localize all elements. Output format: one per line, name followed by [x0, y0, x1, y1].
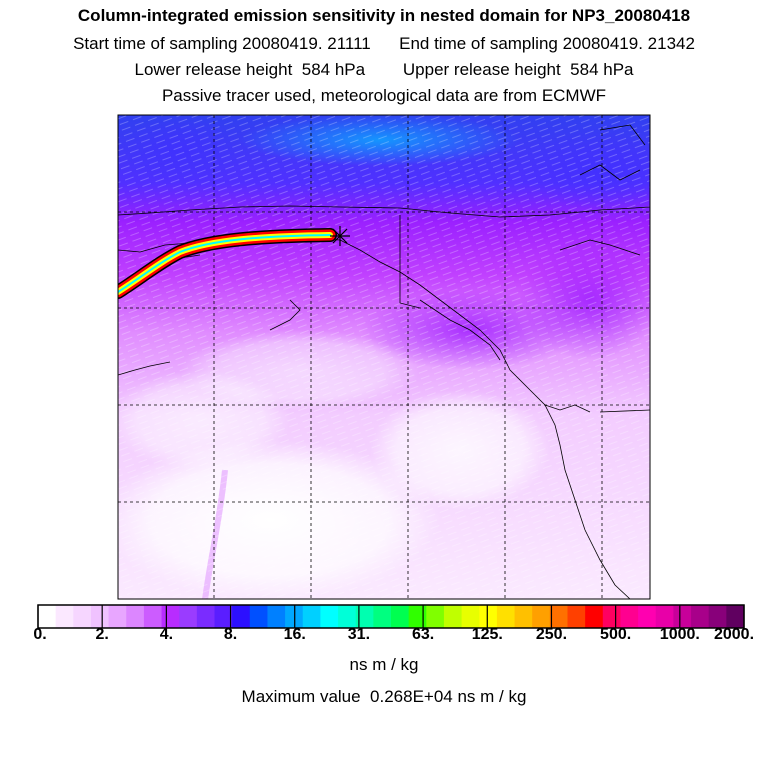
colorbar-tick-labels: 0. 2. 4. 8. 16. 31. 63. 125. 250. 500. 1000. 2000. [0, 626, 768, 648]
colorbar-cell [691, 605, 710, 628]
colorbar-cell [179, 605, 198, 628]
colorbar-cell [496, 605, 516, 628]
maximum-value-label: Maximum value 0.268E+04 ns m / kg [241, 687, 527, 706]
colorbar-unit: ns m / kg [349, 655, 419, 674]
colorbar-cell [673, 605, 692, 628]
colorbar-cell [408, 605, 427, 628]
end-time-label: End time of sampling 20080419. 21342 [399, 34, 695, 53]
colorbar-tick-label: 1000. [659, 626, 700, 643]
colorbar-cell [90, 605, 110, 628]
colorbar-cell [302, 605, 321, 628]
colorbar-cell [355, 605, 374, 628]
colorbar-tick-label: 2. [95, 626, 109, 643]
colorbar-cell [602, 605, 621, 628]
colorbar-tick-label: 16. [283, 626, 306, 643]
start-time-label: Start time of sampling 20080419. 21111 [73, 34, 371, 53]
plot-title: Column-integrated emission sensitivity i… [77, 6, 691, 25]
colorbar-cell [638, 605, 657, 628]
colorbar-cell [73, 605, 92, 628]
colorbar-tick-label: 500. [600, 626, 632, 643]
colorbar-tick-label: 2000. [713, 626, 755, 643]
colorbar-tick-label: 8. [223, 626, 238, 643]
colorbar-cell [655, 605, 674, 628]
colorbar-tick-label: 125. [471, 626, 503, 643]
colorbar-cell [196, 605, 215, 628]
high-sensitivity-plume [118, 228, 337, 299]
colorbar-cell [338, 605, 357, 628]
sampling-time-line: Start time of sampling 20080419. 21111 E… [0, 34, 768, 54]
colorbar-cell [567, 605, 586, 628]
colorbar-cell [143, 605, 163, 628]
colorbar-cell [514, 605, 533, 628]
colorbar-cell [532, 605, 551, 628]
colorbar-cell [549, 605, 568, 628]
lower-release-label: Lower release height 584 hPa [134, 60, 366, 79]
colorbar-cell [726, 605, 745, 628]
colorbar-cell [461, 605, 480, 628]
colorbar-tick-label: 31. [347, 626, 371, 643]
colorbar-cell [161, 605, 180, 628]
colorbar-cell [38, 605, 57, 628]
colorbar-cell [585, 605, 604, 628]
colorbar-cell [391, 605, 410, 628]
colorbar-frame [37, 604, 745, 629]
colorbar-cell [249, 605, 268, 628]
colorbar-tick-label: 4. [159, 626, 174, 643]
colorbar-cell [320, 605, 339, 628]
colorbar-cell [479, 605, 498, 628]
colorbar-cell [214, 605, 233, 628]
colorbar-tick-label: 250. [535, 626, 568, 643]
map-frame [117, 114, 651, 600]
colorbar-cell [55, 605, 74, 628]
map-field [118, 115, 650, 599]
release-height-line: Lower release height 584 hPa Upper relea… [0, 60, 768, 80]
colorbar-cell [232, 605, 251, 628]
colorbar-cell [708, 605, 727, 628]
colorbar-tick-label: 63. [411, 626, 435, 643]
lat-lon-grid [118, 115, 650, 599]
colorbar-cell [373, 605, 392, 628]
colorbar-cell [443, 605, 463, 628]
colorbar-cell [126, 605, 145, 628]
colorbar-cell [620, 605, 639, 628]
colorbar-cell [267, 605, 286, 628]
colorbar-tick-label: 0. [33, 626, 47, 643]
tracer-note: Passive tracer used, meteorological data… [161, 86, 607, 105]
release-point-star [330, 226, 350, 246]
colorbar-cell [108, 605, 127, 628]
colorbar-cell [426, 605, 445, 628]
upper-release-label: Upper release height 584 hPa [402, 60, 634, 79]
